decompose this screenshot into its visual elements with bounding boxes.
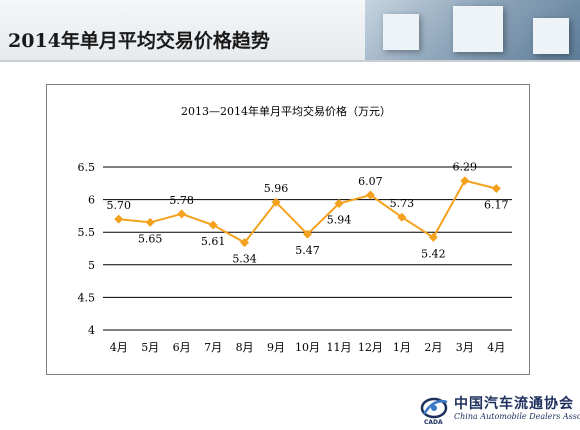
data-label: 5.47	[295, 244, 320, 257]
x-tick-label: 9月	[267, 341, 285, 354]
title-divider	[0, 60, 580, 62]
logo-english-name: China Automobile Dealers Association	[454, 412, 580, 421]
data-label: 5.94	[327, 214, 352, 227]
data-point	[271, 197, 281, 207]
line-chart: 2013—2014年单月平均交易价格（万元） 4 4.5 5 5.5 6 6.5 4月 5月…	[78, 104, 512, 354]
data-point	[365, 190, 375, 200]
chart-title: 2013—2014年单月平均交易价格（万元）	[181, 104, 391, 118]
chart-frame: 2013—2014年单月平均交易价格（万元） 4 4.5 5 5.5 6 6.5 4月 5月…	[46, 84, 530, 375]
data-label: 5.73	[390, 197, 415, 210]
y-tick-label: 5.5	[78, 226, 96, 239]
data-label: 5.42	[421, 247, 446, 260]
data-label: 5.78	[169, 194, 194, 207]
y-tick-label: 6	[88, 194, 95, 207]
x-tick-label: 10月	[295, 341, 320, 354]
data-point	[428, 232, 438, 242]
y-tick-label: 6.5	[78, 161, 96, 174]
data-point	[491, 184, 501, 194]
header-cube-right	[533, 18, 569, 54]
data-point	[208, 220, 218, 230]
header-cube-center	[453, 6, 503, 52]
y-tick-label: 5	[88, 259, 95, 272]
data-point	[303, 229, 312, 239]
data-label: 6.17	[484, 199, 509, 212]
x-tick-label: 12月	[358, 341, 383, 354]
data-label: 5.34	[232, 253, 256, 266]
x-tick-label: 2月	[424, 341, 442, 354]
footer-logo: CADA 中国汽车流通协会 China Automobile Dealers A…	[418, 392, 580, 428]
data-label: 6.29	[453, 161, 478, 174]
x-tick-label: 1月	[393, 341, 411, 354]
x-tick-label: 4月	[487, 341, 505, 354]
data-point	[460, 176, 470, 186]
y-tick-label: 4	[88, 324, 95, 337]
series-line-group	[114, 176, 501, 248]
cada-logo-icon	[420, 397, 448, 419]
x-tick-label: 11月	[326, 341, 351, 354]
data-labels: 5.70 5.65 5.78 5.61 5.34 5.96 5.47 5.94 6.07 5.73…	[106, 161, 508, 266]
data-point	[177, 209, 187, 219]
data-label: 5.70	[106, 199, 131, 212]
x-axis-ticks: 4月 5月 6月 7月 8月 9月 10月 11月 12月 1月 2月 3月 4月	[110, 341, 506, 354]
x-tick-label: 4月	[110, 341, 128, 354]
logo-abbreviation: CADA	[424, 419, 443, 426]
data-point	[145, 217, 155, 227]
data-point	[114, 214, 124, 224]
data-point	[334, 199, 344, 209]
x-tick-label: 8月	[236, 341, 254, 354]
x-tick-label: 3月	[456, 341, 474, 354]
y-tick-label: 4.5	[78, 291, 96, 304]
logo-chinese-name: 中国汽车流通协会	[454, 396, 574, 412]
slide-title: 2014年单月平均交易价格趋势	[8, 30, 270, 52]
data-label: 6.07	[358, 175, 383, 188]
data-label: 5.61	[201, 235, 226, 248]
x-tick-label: 7月	[204, 341, 222, 354]
data-label: 5.65	[138, 232, 163, 245]
y-axis-ticks: 4 4.5 5 5.5 6 6.5	[78, 161, 96, 337]
x-tick-label: 6月	[173, 341, 191, 354]
data-label: 5.96	[264, 182, 289, 195]
x-tick-label: 5月	[141, 341, 159, 354]
header-cube-left	[383, 14, 419, 50]
data-point	[240, 238, 250, 248]
data-point	[397, 212, 407, 222]
header-image	[365, 0, 580, 62]
